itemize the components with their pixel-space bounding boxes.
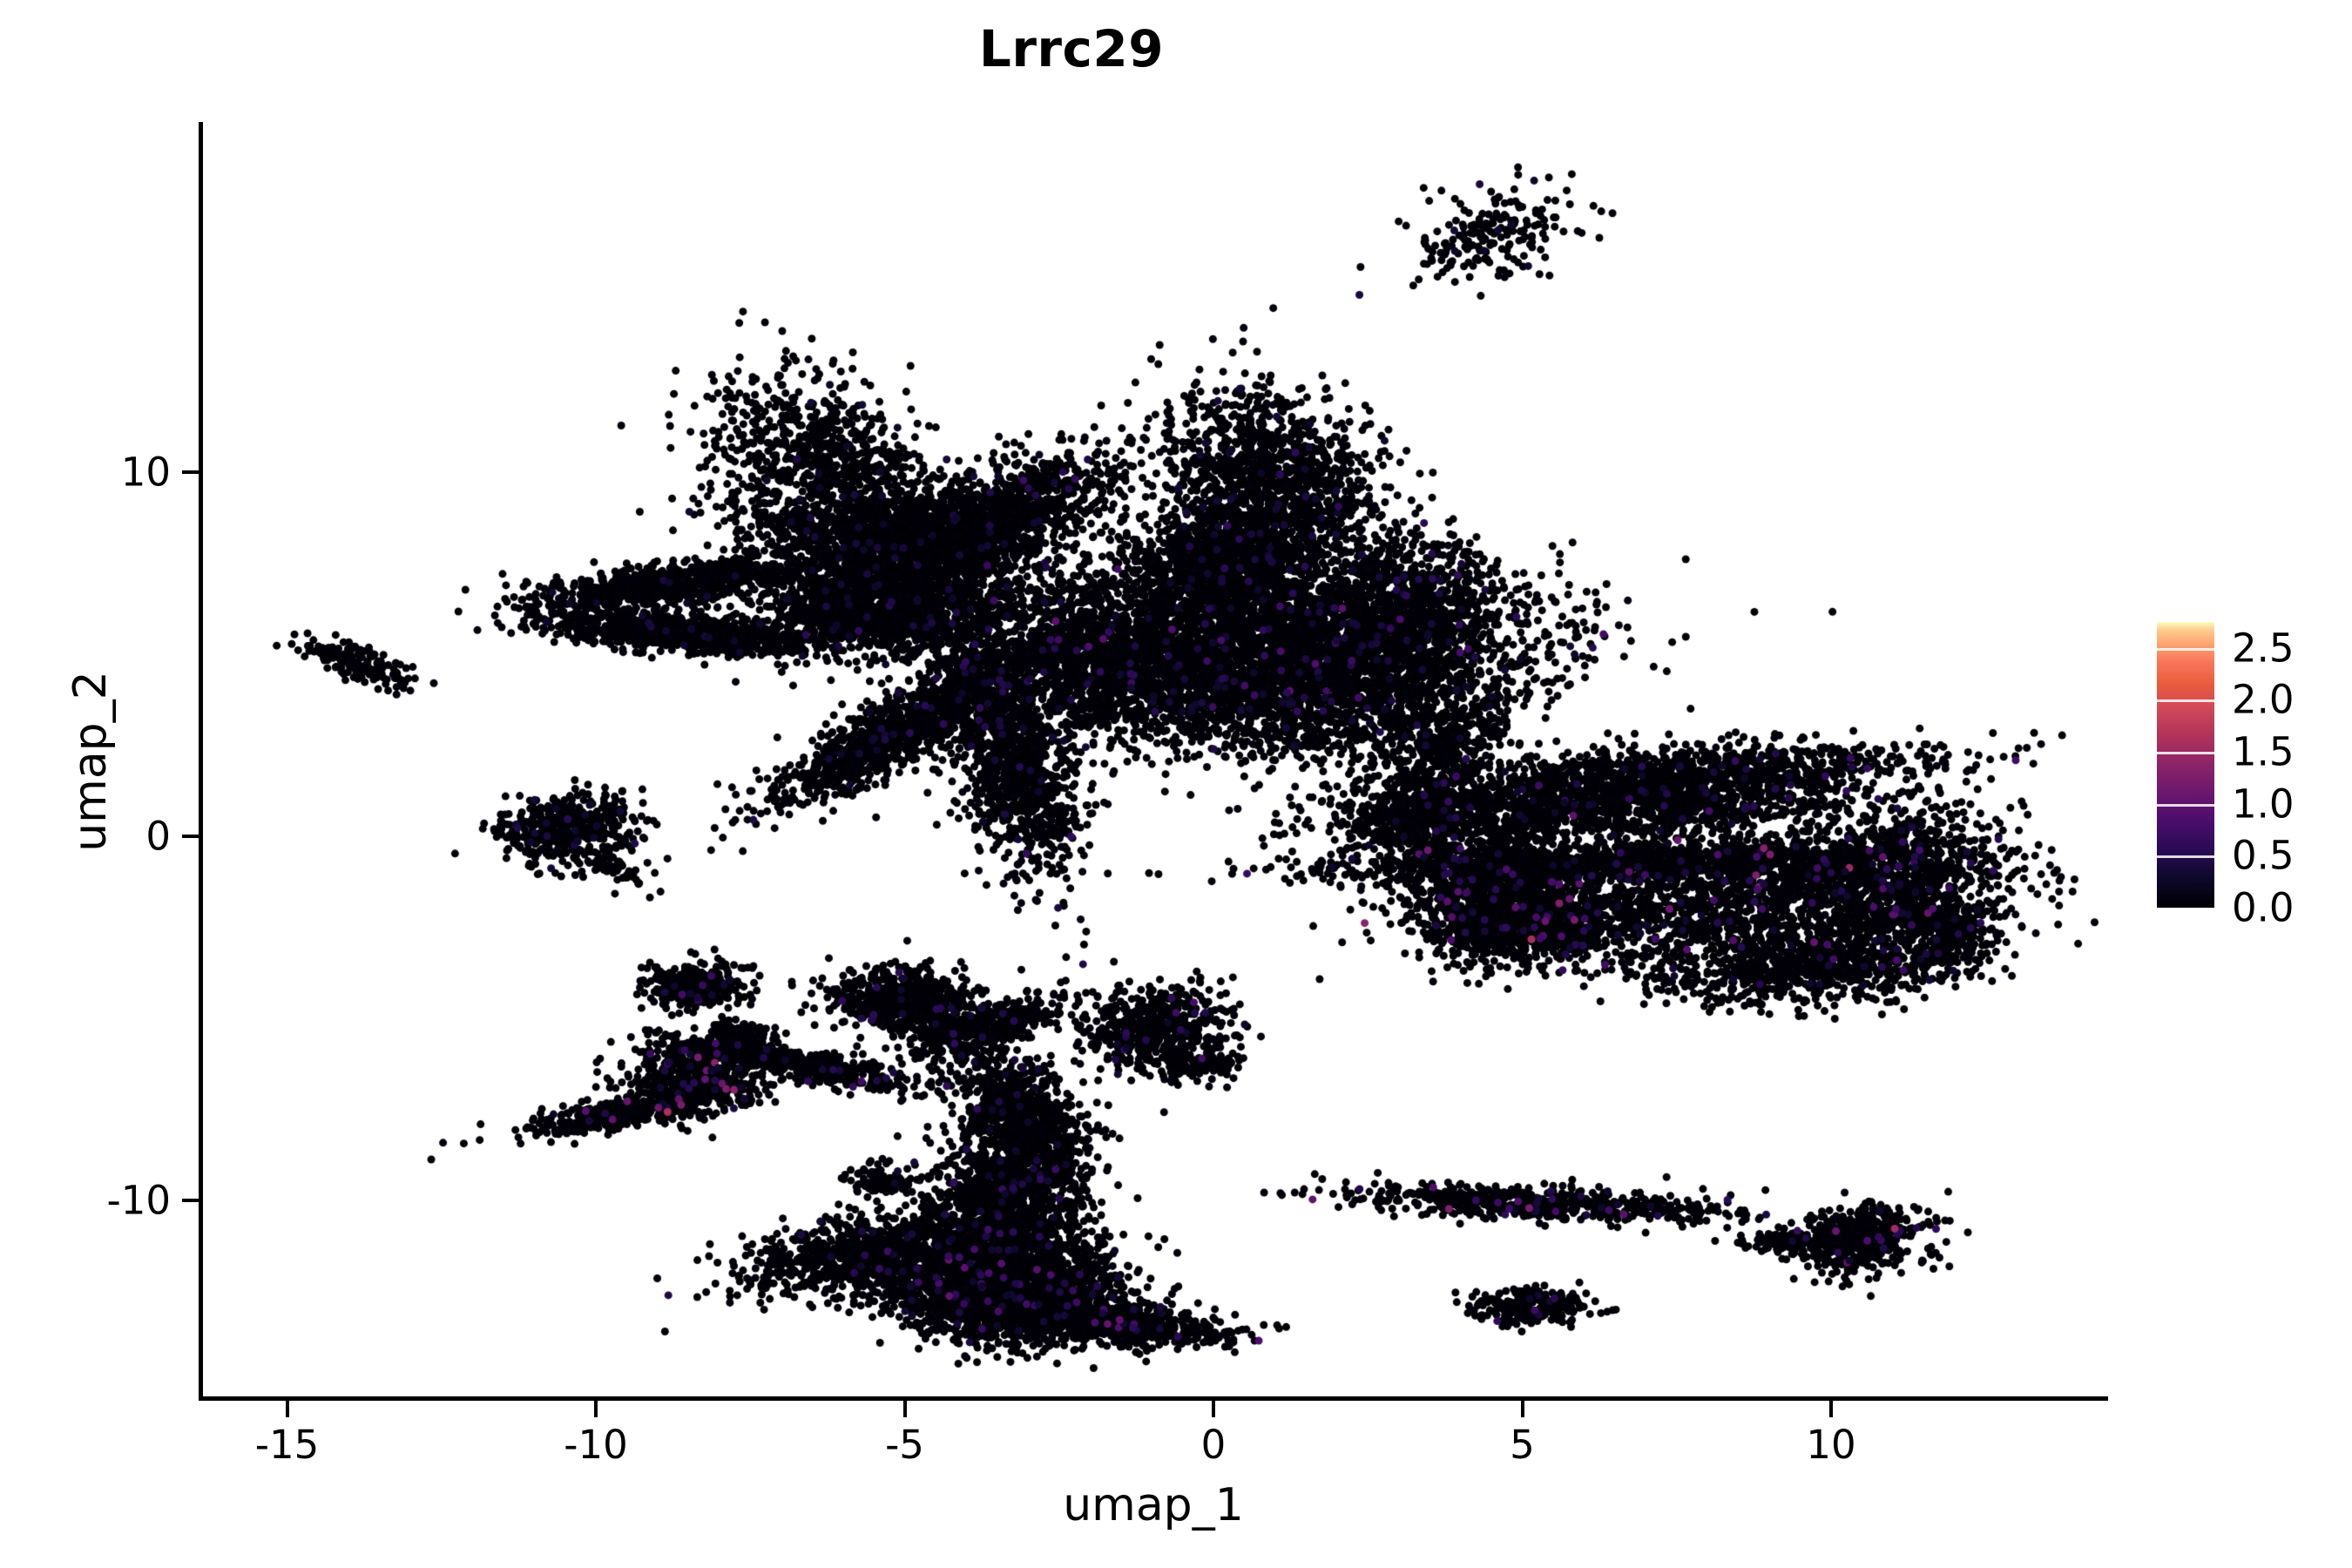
x-tick-mark: [902, 1401, 907, 1417]
x-tick-label: 5: [1510, 1422, 1535, 1468]
colorbar-tick-mark: [2157, 700, 2214, 703]
x-axis-spine: [199, 1396, 2108, 1401]
colorbar-tick-mark: [2157, 908, 2214, 910]
x-tick-mark: [285, 1401, 289, 1417]
x-tick-label: -5: [885, 1422, 924, 1468]
y-tick-label: -10: [106, 1177, 172, 1224]
colorbar-tick-mark: [2157, 803, 2214, 807]
y-tick-mark: [182, 1199, 199, 1202]
colorbar-tick-label: 1.0: [2232, 781, 2295, 828]
colorbar-tick-label: 1.5: [2232, 728, 2295, 775]
colorbar-tick-mark: [2157, 855, 2214, 859]
x-tick-label: 10: [1806, 1422, 1856, 1468]
x-tick-mark: [1829, 1401, 1833, 1417]
colorbar-tick-label: 0.5: [2232, 832, 2295, 879]
y-tick-mark: [182, 470, 199, 474]
y-axis-label: umap_2: [64, 671, 117, 852]
colorbar-tick-label: 0.0: [2232, 884, 2295, 931]
x-tick-mark: [1520, 1401, 1524, 1417]
y-tick-mark: [182, 835, 199, 838]
colorbar-gradient: [2157, 622, 2214, 908]
y-axis-spine: [199, 122, 203, 1401]
colorbar-tick-mark: [2157, 752, 2214, 755]
y-tick-label: 0: [145, 813, 171, 860]
x-tick-label: 0: [1200, 1422, 1227, 1468]
x-axis-label: umap_1: [1063, 1479, 1244, 1531]
x-tick-label: -15: [254, 1422, 320, 1468]
colorbar-tick-mark: [2157, 647, 2214, 651]
colorbar-tick-label: 2.5: [2232, 625, 2295, 672]
y-tick-label: 10: [120, 449, 171, 496]
x-tick-mark: [1212, 1401, 1215, 1417]
x-tick-label: -10: [564, 1422, 628, 1468]
colorbar-tick-label: 2.0: [2232, 676, 2295, 723]
x-tick-mark: [594, 1401, 598, 1417]
